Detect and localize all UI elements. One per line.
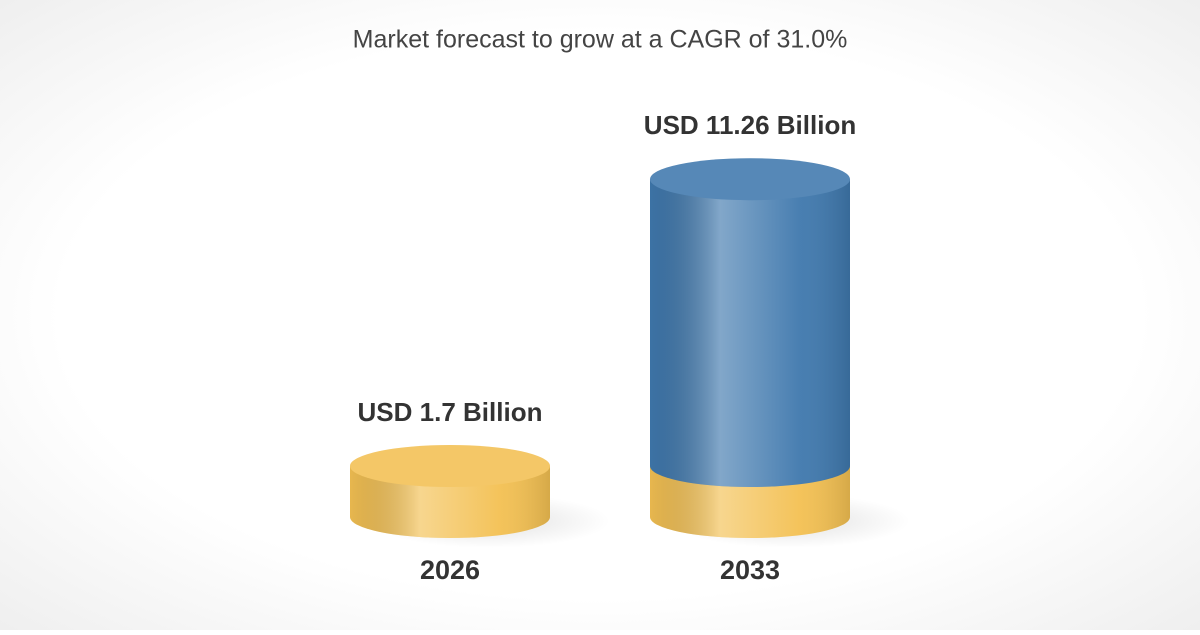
cylinder-top [350, 445, 550, 487]
value-label: USD 11.26 Billion [644, 110, 856, 140]
x-tick-label: 2026 [420, 555, 480, 585]
cylinder-body-shade [650, 179, 850, 466]
x-tick-label: 2033 [720, 555, 780, 585]
chart-title: Market forecast to grow at a CAGR of 31.… [353, 26, 848, 54]
value-label: USD 1.7 Billion [358, 397, 543, 427]
cylinder-top [650, 158, 850, 201]
cylinder-top-shade [350, 445, 550, 487]
cylinder-top-shade [650, 158, 850, 201]
